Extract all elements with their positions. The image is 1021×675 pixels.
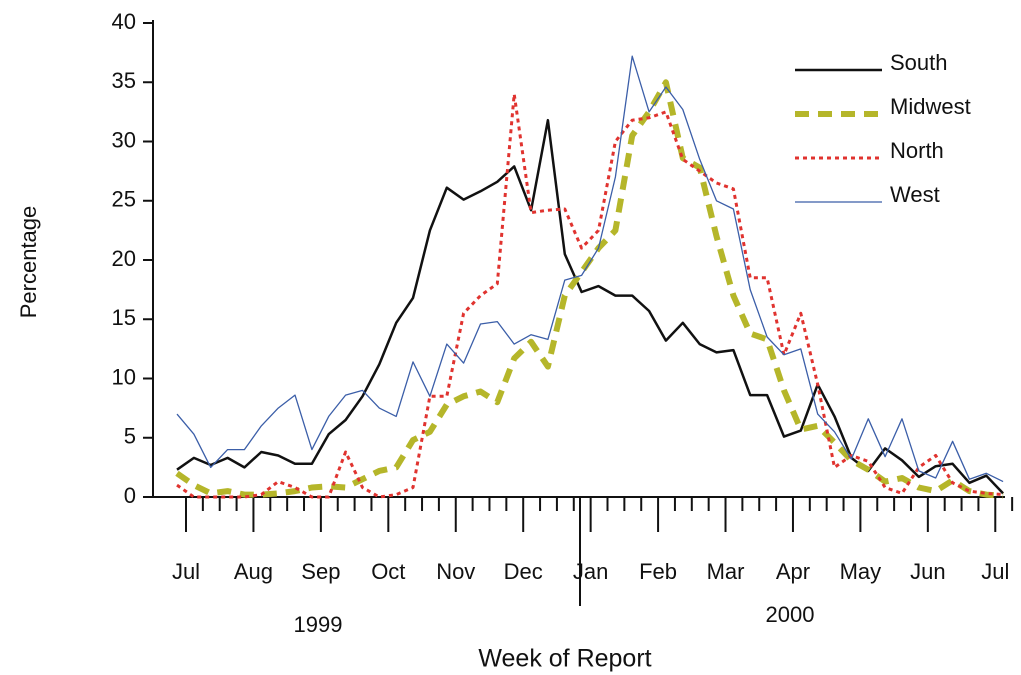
- y-tick-label: 35: [112, 68, 136, 93]
- y-tick-label: 25: [112, 187, 136, 212]
- series-line: [176, 118, 1005, 495]
- year-label: 2000: [766, 602, 815, 627]
- legend-label: South: [890, 50, 948, 75]
- legend-label: Midwest: [890, 94, 971, 119]
- series-line: [176, 92, 1004, 499]
- y-tick-label: 5: [124, 424, 136, 449]
- x-tick-label: Jul: [981, 559, 1009, 584]
- x-tick-label: Mar: [707, 559, 745, 584]
- x-tick-label: Jan: [573, 559, 608, 584]
- x-tick-label: Jul: [172, 559, 200, 584]
- x-tick-label: Apr: [776, 559, 810, 584]
- x-tick-label: Nov: [436, 559, 475, 584]
- x-tick-label: Oct: [371, 559, 405, 584]
- year-label: 1999: [294, 612, 343, 637]
- y-tick-label: 0: [124, 483, 136, 508]
- x-tick-label: May: [840, 559, 882, 584]
- y-tick-label: 30: [112, 127, 136, 152]
- x-tick-label: Aug: [234, 559, 273, 584]
- legend-label: West: [890, 182, 940, 207]
- x-tick-label: Dec: [504, 559, 543, 584]
- y-tick-label: 20: [112, 246, 136, 271]
- series-line: [175, 79, 1004, 499]
- y-tick-label: 10: [112, 364, 136, 389]
- x-tick-label: Sep: [301, 559, 340, 584]
- x-tick-label: Feb: [639, 559, 677, 584]
- legend-label: North: [890, 138, 944, 163]
- series-line: [176, 55, 1004, 483]
- x-axis-title: Week of Report: [478, 645, 651, 673]
- y-tick-label: 15: [112, 305, 136, 330]
- y-tick-label: 40: [112, 9, 136, 34]
- x-tick-label: Jun: [910, 559, 945, 584]
- y-axis-title: Percentage: [16, 206, 41, 319]
